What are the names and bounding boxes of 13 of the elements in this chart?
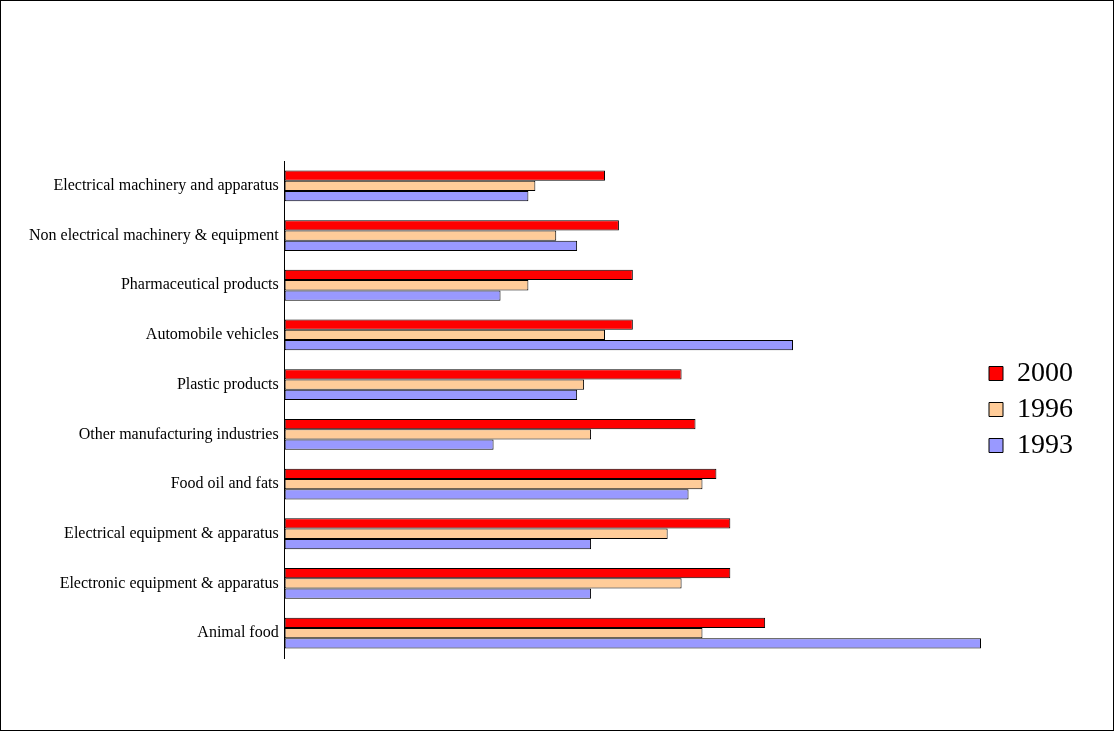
- y-tick-label: Automobile vehicles: [145, 325, 279, 343]
- y-tick-label: Other manufacturing industries: [78, 424, 279, 443]
- legend-label: 1993: [1017, 427, 1073, 459]
- y-tick-label: Electronic equipment & apparatus: [59, 573, 279, 592]
- y-tick-label: Food oil and fats: [170, 474, 279, 492]
- y-tick-label: Electrical equipment & apparatus: [64, 523, 279, 542]
- y-tick-label: Non electrical machinery & equipment: [28, 225, 280, 244]
- y-tick-label: Animal food: [197, 623, 279, 641]
- y-tick-label: Pharmaceutical products: [120, 275, 279, 294]
- y-tick-label: Electrical machinery and apparatus: [53, 176, 279, 195]
- legend-label: 1996: [1017, 391, 1073, 423]
- legend-label: 2000: [1017, 355, 1073, 387]
- y-tick-label: Plastic products: [176, 374, 279, 393]
